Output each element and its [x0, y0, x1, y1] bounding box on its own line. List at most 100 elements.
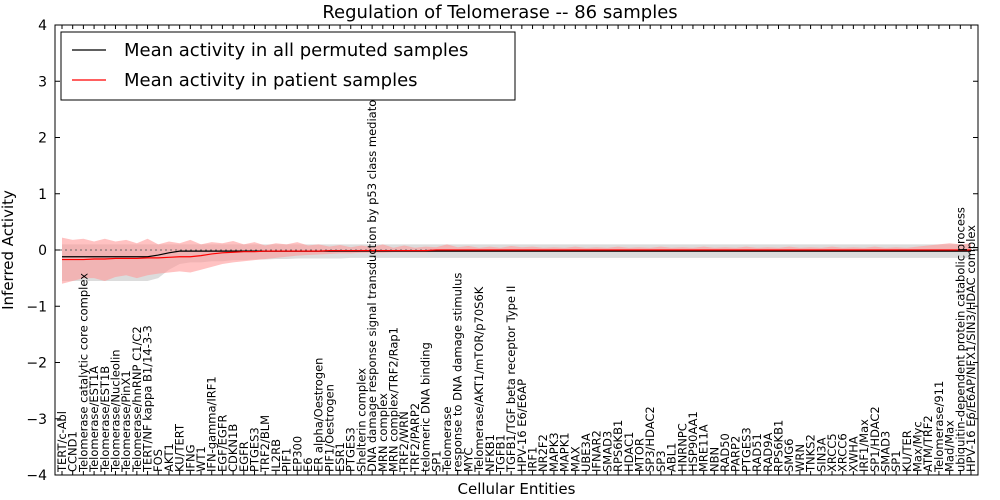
x-tick-label: SMG6	[782, 439, 796, 472]
x-tick-label: HPV-16 E6/E6AP/NFX1/SIN3/HDAC complex	[964, 225, 978, 472]
y-tick-label: 0	[38, 243, 47, 259]
x-tick-label: TRF2/BLM	[258, 415, 272, 473]
x-tick-label: SP1/HDAC2	[868, 406, 882, 472]
chart-title: Regulation of Telomerase -- 86 samples	[322, 2, 677, 23]
y-tick-label: −3	[26, 412, 47, 428]
confidence-bands	[62, 237, 971, 284]
x-tick-label: Telomerase/EST1A	[87, 366, 101, 473]
y-axis-label: Inferred Activity	[0, 190, 17, 310]
x-tick-label: ER alpha/Oestrogen	[312, 358, 326, 472]
x-tick-label: Telomerase catalytic core complex	[76, 273, 90, 473]
series-line-1	[62, 250, 971, 258]
plot-area	[54, 24, 979, 476]
x-tick-label: UBE3A	[579, 433, 593, 472]
x-tick-label: FOS	[151, 449, 165, 472]
legend-entry-2: Mean activity in patient samples	[124, 70, 418, 91]
x-tick-label: Max/Myc	[911, 421, 925, 472]
y-tick-label: −1	[26, 299, 47, 315]
x-tick-label: EGFR	[237, 441, 251, 472]
x-tick-label: TRF2/PARP2	[408, 403, 422, 473]
x-tick-label: Telomerase/hnRNP C1/C2	[130, 326, 144, 473]
x-tick-label: KU/TER	[900, 430, 914, 472]
x-tick-label: NFKB1	[483, 434, 497, 472]
x-tick-label: SMAD3	[600, 431, 614, 472]
x-tick-label: Mad/Max	[943, 420, 957, 472]
x-tick-label: HNRNPC	[675, 423, 689, 472]
series-line-2	[62, 249, 971, 261]
x-tick-label: HPV-16 E6/E6AP	[515, 379, 529, 472]
y-tick-label: 4	[38, 18, 47, 34]
x-axis-label: Cellular Entities	[458, 480, 576, 498]
x-tick-label: IRF1	[526, 447, 540, 472]
x-tick-label: PARP2	[729, 436, 743, 472]
x-tick-label: ESR1	[333, 442, 347, 472]
x-tick-label: Shelterin complex	[354, 368, 368, 472]
x-tick-label: RPS6KB1	[611, 420, 625, 472]
x-tick-label: IRF1/Max	[857, 419, 871, 472]
x-tick-label: CDKN1B	[226, 424, 240, 472]
x-tick-label: PTGES3	[739, 427, 753, 472]
x-tick-label: Telomerase/Nucleolin	[108, 349, 122, 473]
x-tick-label: NBN	[707, 447, 721, 472]
x-tick-label: XRCC5	[825, 433, 839, 472]
x-tick-label: Telomerase	[440, 407, 454, 474]
x-tick-label: EP300	[290, 436, 304, 472]
y-tick-label: 1	[38, 187, 47, 203]
x-tick-label: MAX	[568, 446, 582, 472]
x-tick-label: MRE11A	[697, 424, 711, 472]
x-tick-label: MAPK1	[558, 432, 572, 472]
x-tick-label: RAD9A	[761, 432, 775, 472]
legend-box	[60, 31, 516, 101]
x-tick-label: KU/TERT	[173, 423, 187, 472]
legend: Mean activity in all permuted samples Mea…	[60, 31, 516, 101]
y-tick-label: 3	[38, 74, 47, 90]
x-tick-label: E6	[301, 457, 315, 472]
x-tick-label: TERT/NF kappa B1/14-3-3	[141, 325, 155, 473]
x-tick-label: EGF/EGFR	[215, 415, 229, 472]
x-tick-label: HSP90AA1	[686, 411, 700, 472]
x-tick-label: SP3	[654, 450, 668, 472]
x-tick-label: WRN	[793, 444, 807, 472]
x-tick-label: telomeric DNA binding	[419, 342, 433, 472]
confidence-band-2	[62, 237, 971, 284]
x-tick-label: RAD51	[750, 433, 764, 472]
x-tick-label: PTGES3	[344, 427, 358, 472]
x-tick-label: PIF1/Oestrogen	[322, 384, 336, 472]
x-tick-label: TNKS2	[804, 434, 818, 473]
x-tick-label: TERT/c-Abl	[55, 411, 69, 473]
x-tick-label: CCND1	[66, 431, 80, 472]
x-tick-label: RPS6KB1	[772, 420, 786, 472]
x-tick-label: XRCC6	[836, 433, 850, 472]
x-tick-label: AKT1	[162, 443, 176, 472]
x-tick-label: ABL1	[665, 443, 679, 472]
x-tick-label: SP1	[429, 450, 443, 472]
x-tick-label: SP1	[889, 450, 903, 472]
x-tick-label: SP3/HDAC2	[643, 406, 657, 472]
x-tick-label: TGFB1/TGF beta receptor Type II	[504, 286, 518, 473]
x-tick-label: IFN-gamma/IRF1	[205, 376, 219, 472]
y-tick-label: 2	[38, 131, 47, 147]
x-tick-label: MRN complex/TRF2/Rap1	[387, 327, 401, 472]
x-tick-label: Telomerase/911	[932, 381, 946, 473]
x-tick-label: MRN complex	[376, 393, 390, 472]
x-tick-label: SMAD3	[878, 431, 892, 472]
x-tick-label: PIF1	[280, 448, 294, 472]
series-lines	[62, 249, 971, 261]
y-tick-label: −4	[26, 468, 47, 484]
x-tick-label: Telomerase/EST1B	[98, 366, 112, 473]
x-tick-label: RAD50	[718, 433, 732, 472]
x-tick-label: DNA damage response signal transduction …	[365, 95, 379, 472]
x-tick-label: SIN3A	[814, 437, 828, 472]
x-tick-label: XWHA	[846, 436, 860, 472]
x-tick-label: Telomerase/PinX1	[119, 370, 133, 473]
x-tick-label: TRF2/WRN	[397, 411, 411, 473]
x-tick-label: Telomerase/AKT1/mTOR/p70S6K	[472, 286, 486, 473]
x-tick-label: IFNAR2	[590, 430, 604, 472]
legend-entry-1: Mean activity in all permuted samples	[124, 40, 468, 61]
x-tick-label: IL2RB	[269, 439, 283, 472]
x-tick-label: MTOR	[632, 438, 646, 472]
x-tick-label: PTGES3	[247, 427, 261, 472]
x-tick-label: IFNG	[183, 444, 197, 472]
x-tick-label: MYC	[461, 448, 475, 472]
